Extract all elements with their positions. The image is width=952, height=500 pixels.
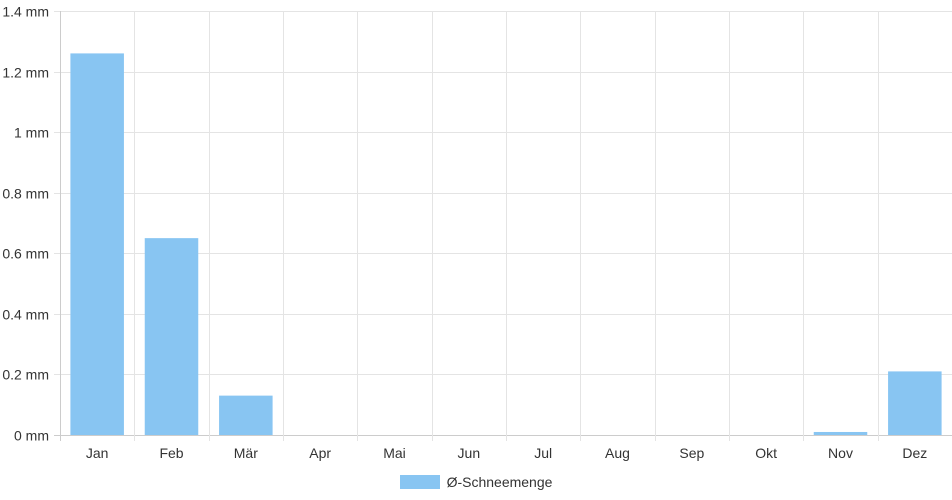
y-tick-label: 0 mm — [14, 428, 49, 444]
chart-grid — [54, 11, 952, 441]
chart-axes: 0 mm 0.2 mm 0.4 mm 0.6 mm 0.8 mm 1 mm 1.2 mm 1.… — [2, 4, 927, 462]
bar-dez[interactable] — [888, 371, 942, 435]
legend-label: Ø-Schneemenge — [446, 474, 553, 490]
y-tick-label: 1.2 mm — [2, 65, 49, 81]
chart-legend[interactable]: Ø-Schneemenge — [0, 472, 952, 492]
x-tick-label: Jun — [458, 445, 481, 461]
x-tick-label: Sep — [679, 445, 704, 461]
legend-swatch — [399, 475, 440, 489]
y-tick-label: 1.4 mm — [2, 4, 49, 20]
x-tick-label: Aug — [605, 445, 630, 461]
y-tick-label: 0.6 mm — [2, 246, 49, 262]
x-tick-label: Mai — [383, 445, 406, 461]
x-tick-label: Dez — [902, 445, 927, 461]
bar-jan[interactable] — [70, 53, 124, 436]
x-tick-label: Nov — [828, 445, 853, 461]
y-tick-label: 0.4 mm — [2, 307, 49, 323]
snow-amount-bar-chart: 0 mm 0.2 mm 0.4 mm 0.6 mm 0.8 mm 1 mm 1.2 mm 1.… — [2, 4, 952, 462]
x-tick-label: Jul — [534, 445, 552, 461]
x-tick-label: Okt — [755, 445, 777, 461]
bar-nov[interactable] — [813, 431, 868, 435]
y-tick-label: 1 mm — [14, 125, 49, 141]
chart-bars — [70, 53, 942, 436]
x-tick-label: Jan — [86, 445, 109, 461]
bar-feb[interactable] — [144, 238, 199, 435]
bar-mär[interactable] — [219, 395, 273, 435]
y-tick-label: 0.8 mm — [2, 186, 49, 202]
x-tick-label: Mär — [234, 445, 258, 461]
x-tick-label: Feb — [159, 445, 183, 461]
y-tick-label: 0.2 mm — [2, 367, 49, 383]
x-tick-label: Apr — [309, 445, 331, 461]
